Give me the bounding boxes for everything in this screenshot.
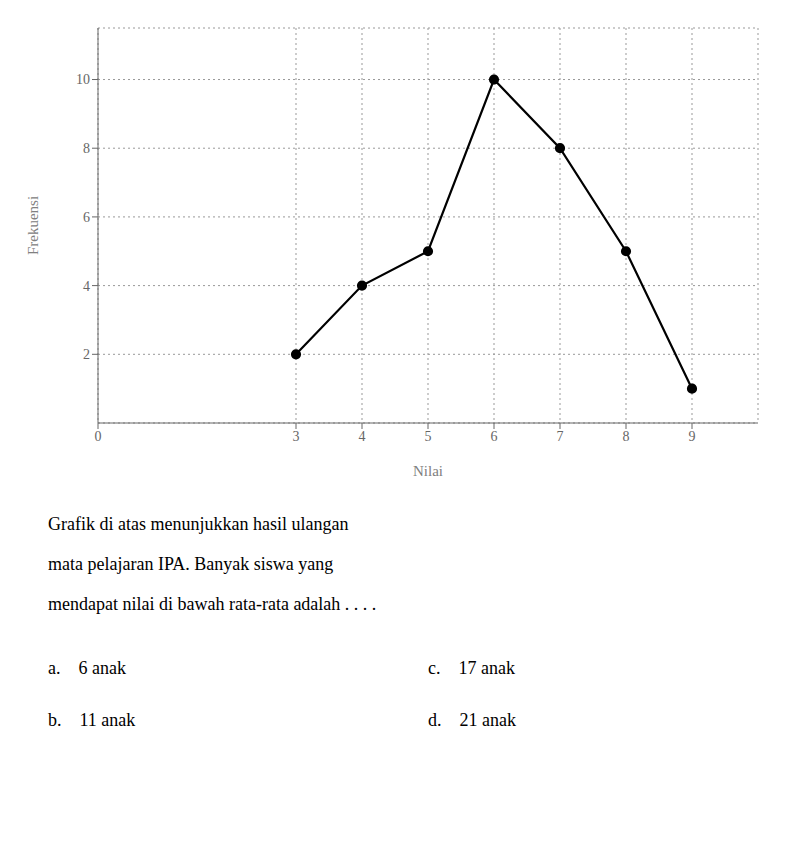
- svg-text:6: 6: [83, 210, 90, 225]
- svg-text:5: 5: [425, 429, 432, 444]
- svg-text:Nilai: Nilai: [413, 463, 443, 479]
- svg-text:6: 6: [491, 429, 498, 444]
- svg-text:2: 2: [83, 347, 90, 362]
- html-text:b. 11 anak: b. 11 anak: [48, 710, 136, 730]
- svg-text:8: 8: [623, 429, 630, 444]
- html-text:d. 21 anak: d. 21 anak: [428, 710, 516, 730]
- html-text:mendapat nilai di bawah rata-r: mendapat nilai di bawah rata-rata adalah…: [48, 594, 377, 614]
- svg-text:9: 9: [689, 429, 696, 444]
- svg-text:8: 8: [83, 141, 90, 156]
- svg-text:4: 4: [359, 429, 366, 444]
- svg-text:Frekuensi: Frekuensi: [25, 196, 41, 255]
- html-text:Grafik di atas menunjukkan has: Grafik di atas menunjukkan hasil ulangan: [48, 514, 349, 534]
- svg-text:7: 7: [557, 429, 564, 444]
- svg-text:3: 3: [293, 429, 300, 444]
- html-text:mata pelajaran IPA. Banyak sis: mata pelajaran IPA. Banyak siswa yang: [48, 554, 334, 574]
- html-text:a. 6 anak: a. 6 anak: [48, 658, 126, 678]
- svg-text:4: 4: [83, 279, 90, 294]
- svg-text:10: 10: [76, 72, 90, 87]
- html-text:c. 17 anak: c. 17 anak: [428, 658, 515, 678]
- svg-text:0: 0: [95, 429, 102, 444]
